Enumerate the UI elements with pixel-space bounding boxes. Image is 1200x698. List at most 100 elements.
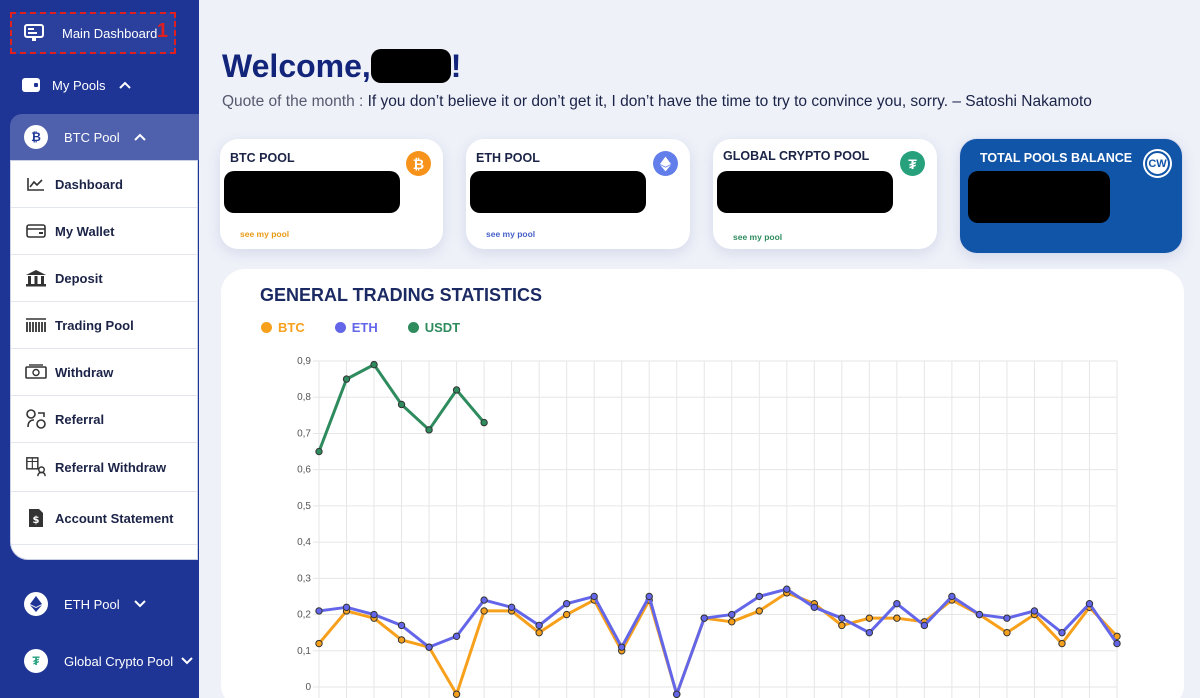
eth-card-title: ETH POOL bbox=[476, 151, 540, 165]
btc-see-my-pool-link[interactable]: see my pool bbox=[240, 229, 290, 239]
btc-submenu: Dashboard My Wallet Deposit Trading Pool… bbox=[10, 160, 198, 560]
welcome-suffix: ! bbox=[450, 48, 462, 84]
submenu-my-wallet-label: My Wallet bbox=[55, 223, 115, 239]
submenu-referral-withdraw-label: Referral Withdraw bbox=[55, 459, 167, 475]
data-point-btc bbox=[562, 610, 571, 619]
tether-icon: ₮ bbox=[24, 649, 48, 673]
legend-usdt-label: USDT bbox=[424, 320, 461, 335]
global-see-my-pool-link[interactable]: see my pool bbox=[733, 232, 783, 242]
y-tick-label: 0,9 bbox=[297, 356, 311, 367]
submenu-dashboard[interactable]: Dashboard bbox=[11, 161, 197, 208]
legend-usdt[interactable]: USDT bbox=[407, 320, 461, 335]
sidebar: Main Dashboard 1 My Pools ₿ BTC Pool Das… bbox=[0, 0, 199, 698]
data-point-btc bbox=[535, 628, 543, 637]
legend-btc[interactable]: BTC bbox=[261, 320, 305, 335]
data-point-eth bbox=[370, 610, 378, 619]
legend-eth[interactable]: ETH bbox=[334, 320, 378, 335]
data-point-eth bbox=[838, 614, 846, 622]
cw-logo-icon: CW bbox=[1145, 151, 1170, 176]
submenu-account-statement[interactable]: $ Account Statement bbox=[11, 492, 197, 545]
submenu-referral[interactable]: Referral bbox=[11, 396, 197, 443]
trading-line-chart: 0 0,1 0,2 0,3 0,4 0,5 0,6 0,7 0,8 0,9 bbox=[297, 356, 1121, 698]
data-point-btc bbox=[893, 614, 901, 622]
redacted-username bbox=[370, 49, 451, 83]
global-crypto-pool-nav[interactable]: ₮ Global Crypto Pool bbox=[10, 648, 193, 674]
chevron-up-icon bbox=[133, 130, 146, 144]
btc-pool-nav[interactable]: ₿ BTC Pool bbox=[10, 114, 199, 160]
legend-eth-dot bbox=[334, 322, 346, 333]
data-point-eth bbox=[590, 592, 598, 601]
eth-pool-label: ETH Pool bbox=[64, 596, 120, 612]
total-pools-balance-card: TOTAL POOLS BALANCE CW bbox=[959, 138, 1183, 254]
y-tick-label: 0,7 bbox=[297, 428, 311, 439]
my-pools-nav[interactable]: My Pools bbox=[10, 74, 132, 96]
chevron-up-icon bbox=[119, 78, 132, 92]
redacted-balance bbox=[968, 171, 1110, 223]
referral-icon bbox=[25, 409, 47, 429]
y-tick-label: 0,2 bbox=[297, 610, 311, 621]
legend-eth-label: ETH bbox=[351, 320, 378, 335]
submenu-my-wallet[interactable]: My Wallet bbox=[11, 208, 197, 255]
data-point-eth bbox=[397, 621, 406, 630]
data-point-usdt bbox=[315, 447, 323, 456]
btc-pool-card: BTC POOL ₿ see my pool bbox=[220, 139, 443, 249]
data-point-btc bbox=[728, 618, 736, 626]
data-point-eth bbox=[920, 621, 929, 630]
data-point-usdt bbox=[342, 375, 351, 383]
data-point-eth bbox=[673, 690, 681, 698]
annotation-number: 1 bbox=[156, 20, 168, 42]
data-point-btc bbox=[452, 690, 461, 698]
y-tick-label: 0,4 bbox=[297, 537, 311, 548]
data-point-eth bbox=[480, 596, 488, 604]
y-tick-label: 0,5 bbox=[297, 501, 311, 512]
wallet-icon bbox=[22, 78, 40, 92]
ethereum-icon bbox=[653, 151, 678, 176]
submenu-trading-pool[interactable]: Trading Pool bbox=[11, 302, 197, 349]
global-card-title: GLOBAL CRYPTO POOL bbox=[723, 149, 870, 163]
data-point-eth bbox=[1058, 628, 1066, 637]
wallet-card-icon bbox=[25, 222, 47, 240]
data-point-eth bbox=[315, 607, 323, 615]
submenu-deposit[interactable]: Deposit bbox=[11, 255, 197, 302]
my-pools-label: My Pools bbox=[52, 77, 106, 93]
legend-usdt-dot bbox=[407, 322, 419, 333]
quote-label: Quote of the month : bbox=[222, 93, 368, 110]
series-line-btc bbox=[317, 591, 1119, 696]
global-crypto-pool-label: Global Crypto Pool bbox=[64, 653, 174, 669]
data-point-eth bbox=[562, 599, 571, 608]
quote-text: If you don’t believe it or don’t get it,… bbox=[367, 93, 1092, 110]
eth-pool-nav[interactable]: ETH Pool bbox=[10, 591, 146, 617]
referral-withdraw-icon bbox=[25, 457, 47, 477]
chevron-down-icon bbox=[181, 654, 193, 668]
submenu-withdraw[interactable]: Withdraw bbox=[11, 349, 197, 396]
submenu-dashboard-label: Dashboard bbox=[55, 176, 123, 192]
bitcoin-icon: ₿ bbox=[406, 151, 431, 176]
data-point-eth bbox=[1113, 639, 1121, 648]
chart-line-icon bbox=[25, 175, 47, 193]
submenu-referral-withdraw[interactable]: Referral Withdraw bbox=[11, 443, 197, 492]
data-point-usdt bbox=[425, 426, 433, 434]
main-dashboard-nav[interactable]: Main Dashboard 1 bbox=[10, 12, 176, 54]
y-tick-label: 0,8 bbox=[297, 392, 311, 403]
data-point-eth bbox=[645, 592, 653, 601]
data-point-btc bbox=[397, 636, 406, 644]
ethereum-icon bbox=[24, 592, 48, 616]
svg-text:$: $ bbox=[33, 515, 40, 526]
eth-see-my-pool-link[interactable]: see my pool bbox=[486, 229, 536, 239]
welcome-heading: Welcome,! bbox=[222, 48, 461, 85]
data-point-usdt bbox=[397, 400, 406, 409]
submenu-withdraw-label: Withdraw bbox=[55, 364, 114, 380]
data-point-eth bbox=[1085, 599, 1094, 608]
data-point-btc bbox=[838, 621, 846, 630]
bitcoin-icon: ₿ bbox=[24, 125, 48, 149]
y-tick-label: 0 bbox=[305, 682, 311, 693]
data-point-eth bbox=[893, 599, 901, 608]
data-point-eth bbox=[728, 610, 736, 619]
data-point-eth bbox=[948, 592, 956, 601]
quote-of-month: Quote of the month : If you don’t believ… bbox=[222, 93, 1092, 111]
total-card-title: TOTAL POOLS BALANCE bbox=[980, 151, 1133, 165]
data-point-eth bbox=[425, 643, 433, 651]
submenu-account-statement-label: Account Statement bbox=[55, 510, 174, 526]
data-point-eth bbox=[975, 610, 984, 619]
data-point-btc bbox=[315, 639, 323, 648]
